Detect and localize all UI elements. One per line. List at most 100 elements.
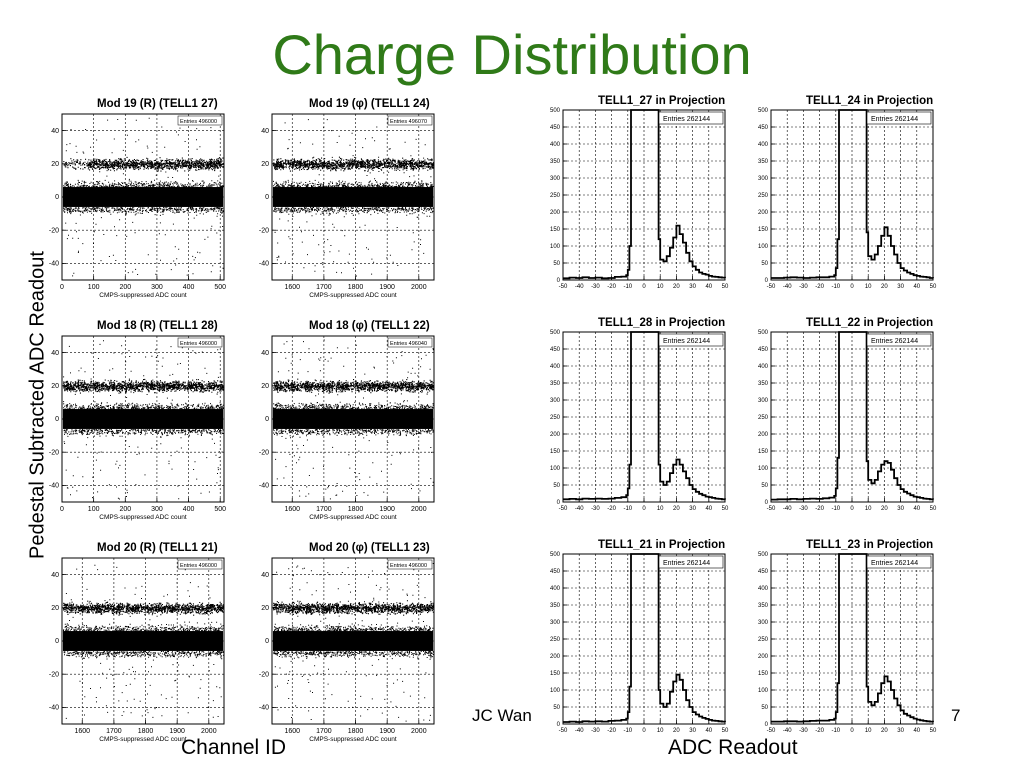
- x-tick-label: 30: [689, 728, 696, 734]
- y-tick-label: 500: [550, 330, 561, 336]
- y-tick-label: 50: [553, 705, 560, 711]
- y-tick-label: 200: [550, 210, 561, 216]
- chart-panel: Mod 20 (R) (TELL1 21) Entries 496000 1600 1…: [49, 542, 225, 743]
- histogram-line: [771, 553, 934, 723]
- x-tick-label: 20: [673, 728, 680, 734]
- x-tick-label: -30: [799, 728, 808, 734]
- x-tick-label: -10: [831, 284, 840, 290]
- stats-box: [177, 115, 223, 126]
- x-tick-label: -30: [591, 728, 600, 734]
- x-tick-label: 20: [881, 284, 888, 290]
- y-tick-label: 20: [51, 383, 59, 390]
- x-tick-label: -50: [559, 284, 568, 290]
- y-tick-label: 0: [265, 194, 269, 201]
- chart-title: TELL1_23 in Projection: [806, 539, 933, 551]
- x-tick-label: -10: [623, 284, 632, 290]
- stats-text: Entries 496000: [180, 341, 217, 347]
- x-tick-label: -40: [783, 728, 792, 734]
- y-tick-label: 400: [758, 364, 769, 370]
- x-tick-label: 2000: [411, 728, 427, 735]
- stats-box: [387, 115, 433, 126]
- x-tick-label: 30: [897, 284, 904, 290]
- y-tick-label: -20: [259, 227, 269, 234]
- chart-panel: TELL1_23 in Projection Entries 262144 -50 -…: [758, 539, 937, 734]
- histogram-line: [563, 553, 726, 723]
- scatter-core-band: [63, 631, 223, 651]
- y-tick-label: 500: [758, 330, 769, 336]
- x-tick-label: 400: [183, 284, 195, 291]
- y-tick-label: 350: [550, 381, 561, 387]
- y-tick-label: 500: [758, 552, 769, 558]
- y-tick-label: 250: [550, 415, 561, 421]
- y-tick-label: 40: [51, 350, 59, 357]
- y-tick-label: 50: [553, 483, 560, 489]
- chart-title: Mod 20 (R) (TELL1 21): [97, 542, 218, 554]
- histogram-line: [563, 331, 726, 501]
- x-tick-label: 2000: [411, 284, 427, 291]
- y-tick-label: 0: [55, 638, 59, 645]
- core-band-fill: [63, 187, 223, 207]
- stats-box: [866, 333, 932, 347]
- x-tick-label: -50: [559, 728, 568, 734]
- y-tick-label: 0: [265, 638, 269, 645]
- x-tick-label: -40: [783, 506, 792, 512]
- x-tick-label: 1800: [348, 506, 364, 513]
- y-tick-label: 20: [261, 383, 269, 390]
- x-tick-label: 300: [151, 506, 163, 513]
- x-tick-label: 0: [642, 728, 646, 734]
- stats-text: Entries 496000: [390, 563, 427, 569]
- y-tick-label: 0: [265, 416, 269, 423]
- x-tick-label: -20: [607, 728, 616, 734]
- stats-text: Entries 496000: [180, 119, 217, 125]
- x-tick-label: -40: [783, 284, 792, 290]
- x-tick-label: 40: [913, 284, 920, 290]
- x-tick-label: -10: [623, 728, 632, 734]
- slide-title: Charge Distribution: [272, 23, 752, 86]
- scatter-core-band: [273, 631, 433, 651]
- x-tick-label: 20: [881, 506, 888, 512]
- x-tick-label: 30: [689, 284, 696, 290]
- x-tick-label: -10: [831, 506, 840, 512]
- y-tick-label: 100: [550, 466, 561, 472]
- x-tick-label: -20: [607, 284, 616, 290]
- histogram-line: [771, 109, 934, 279]
- y-tick-label: -20: [49, 671, 59, 678]
- x-tick-label: -30: [799, 506, 808, 512]
- y-tick-label: 350: [758, 381, 769, 387]
- y-tick-label: 50: [553, 261, 560, 267]
- x-tick-label: 30: [897, 506, 904, 512]
- y-tick-label: 200: [550, 432, 561, 438]
- y-tick-label: 450: [550, 569, 561, 575]
- x-tick-label: 1800: [138, 728, 154, 735]
- y-tick-label: 150: [758, 671, 769, 677]
- chart-title: TELL1_24 in Projection: [806, 95, 933, 107]
- y-tick-label: 40: [51, 572, 59, 579]
- x-tick-label: -10: [623, 506, 632, 512]
- x-axis-title: CMPS-suppressed ADC count: [99, 514, 187, 521]
- y-tick-label: 40: [261, 128, 269, 135]
- x-tick-label: 1600: [284, 728, 300, 735]
- x-tick-label: 40: [705, 284, 712, 290]
- x-tick-label: -30: [591, 284, 600, 290]
- chart-panel: Mod 18 (φ) (TELL1 22) Entries 496040 1600 1…: [259, 320, 435, 521]
- x-tick-label: 500: [214, 506, 226, 513]
- x-tick-label: -40: [575, 284, 584, 290]
- y-tick-label: 0: [765, 278, 769, 284]
- x-tick-label: -30: [799, 284, 808, 290]
- footer-author: JC Wan: [472, 706, 532, 725]
- x-tick-label: -20: [815, 506, 824, 512]
- y-tick-label: 450: [550, 125, 561, 131]
- x-tick-label: -50: [767, 728, 776, 734]
- stats-text: Entries 262144: [871, 116, 918, 123]
- x-tick-label: 50: [930, 284, 937, 290]
- x-tick-label: -30: [591, 506, 600, 512]
- chart-title: Mod 19 (R) (TELL1 27): [97, 98, 218, 110]
- x-tick-label: -20: [815, 728, 824, 734]
- scatter-core-band: [63, 187, 223, 207]
- y-tick-label: 0: [55, 416, 59, 423]
- scatter-core-band: [63, 409, 223, 429]
- y-tick-label: 500: [550, 552, 561, 558]
- y-tick-label: 40: [261, 572, 269, 579]
- x-tick-label: 200: [119, 284, 131, 291]
- x-tick-label: 2000: [411, 506, 427, 513]
